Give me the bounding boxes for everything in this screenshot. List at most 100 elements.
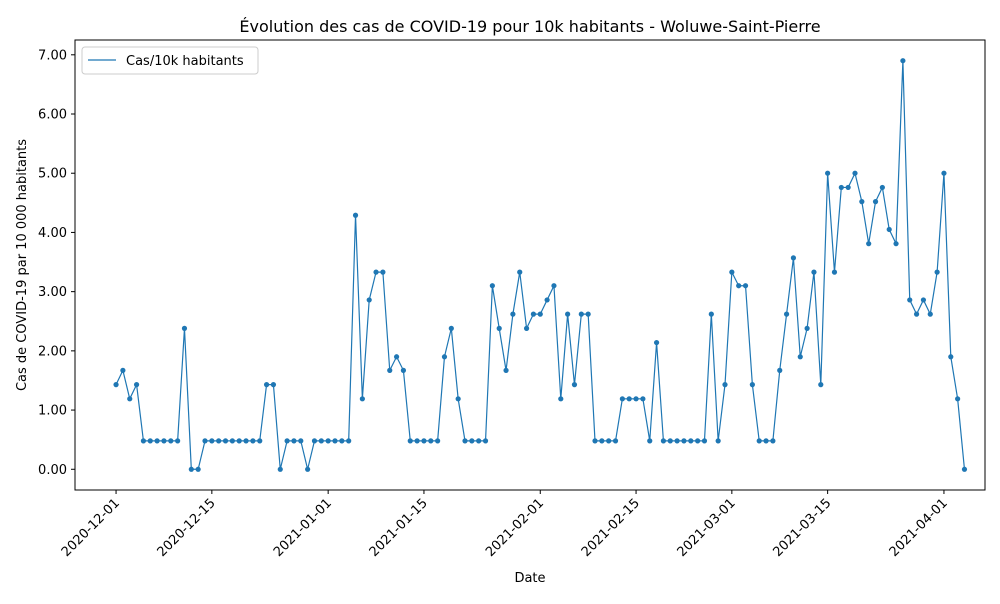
data-point [955,396,961,402]
y-axis-label: Cas de COVID-19 par 10 000 habitants [15,139,30,391]
data-point [961,466,968,472]
data-point [530,311,537,317]
data-point [455,396,461,402]
y-tick-label: 5.00 [38,167,67,182]
data-point [647,438,653,444]
data-point [175,438,181,444]
data-point [441,354,448,360]
data-point [667,438,673,444]
data-point [113,382,119,388]
y-tick-label: 1.00 [38,404,67,419]
data-point [599,438,605,444]
data-point [770,438,776,444]
data-point [168,438,174,444]
data-point [879,184,885,191]
data-point [366,297,372,303]
data-point [161,438,167,444]
data-point [934,269,940,275]
data-point [236,438,242,444]
data-point [537,311,543,317]
data-point [120,367,126,373]
data-point [346,438,352,444]
data-point [688,438,694,444]
data-point [578,311,584,317]
y-tick-label: 6.00 [38,108,67,123]
data-point [736,283,742,289]
data-point [482,438,489,444]
data-point [708,311,714,317]
data-point [181,325,188,331]
data-point [133,382,140,388]
x-tick-label: 2021-01-15 [367,496,431,560]
data-point [373,269,379,275]
data-point [421,438,427,444]
data-point [804,325,810,331]
data-point [886,226,892,233]
data-point [339,438,345,444]
x-tick-label: 2021-03-15 [770,496,834,560]
data-point [188,466,194,472]
data-point [571,382,578,388]
data-point [462,438,468,444]
data-point [298,438,304,444]
data-point [496,325,502,331]
data-point [154,438,160,444]
x-tick-label: 2020-12-01 [59,496,123,560]
y-tick-label: 2.00 [38,344,67,359]
data-point [325,438,331,444]
data-point [811,269,817,275]
data-point [948,354,954,360]
data-point [941,170,947,176]
data-point [640,396,646,402]
data-point [825,170,831,176]
data-point [469,438,475,444]
data-point [900,58,906,64]
data-point [818,382,824,388]
data-point [592,438,598,444]
y-tick-label: 3.00 [38,285,67,300]
data-point [763,438,769,444]
data-point [777,367,783,373]
data-point [797,354,803,360]
data-point [257,438,263,444]
data-point [565,311,571,317]
series-line [115,60,966,470]
data-point [544,297,550,303]
data-point [585,311,591,317]
data-point [653,339,660,346]
data-point [749,382,755,388]
x-tick-label: 2021-03-01 [675,496,739,560]
data-point [414,438,420,444]
x-tick-label: 2021-04-01 [887,496,951,560]
data-point [612,438,619,444]
data-point [284,438,290,444]
y-tick-label: 4.00 [38,226,67,241]
data-point [140,438,147,444]
data-point [742,283,749,289]
data-point [435,438,441,444]
data-point [305,466,311,472]
data-point [318,438,324,444]
data-point [893,241,899,247]
data-point [674,438,680,444]
data-point [311,438,318,444]
data-point [195,466,201,472]
y-tick-label: 0.00 [38,463,67,478]
data-point [715,438,721,444]
data-point [790,255,797,261]
data-point [783,311,790,317]
legend-box [81,46,259,75]
data-point [332,438,338,444]
data-point [866,241,872,247]
data-point [831,269,838,275]
data-point [393,354,400,360]
data-point [722,382,728,388]
data-point [476,438,482,444]
x-tick-label: 2020-12-15 [155,496,219,560]
data-point [913,311,920,317]
data-point [407,438,413,444]
data-point [229,438,235,444]
data-point [523,325,530,331]
data-point [202,438,208,444]
